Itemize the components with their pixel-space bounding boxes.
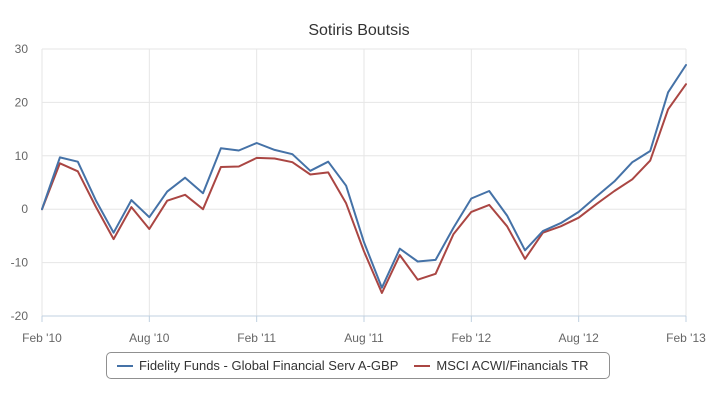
legend: Fidelity Funds - Global Financial Serv A… [106, 352, 610, 379]
y-tick-label: 10 [15, 149, 29, 163]
x-tick-label: Feb '12 [452, 331, 492, 345]
x-tick-label: Feb '11 [237, 331, 276, 345]
legend-label-series-2: MSCI ACWI/Financials TR [436, 358, 589, 373]
x-tick-label: Aug '10 [129, 331, 170, 345]
legend-item-series-1[interactable]: Fidelity Funds - Global Financial Serv A… [117, 358, 398, 373]
x-tick-label: Aug '12 [559, 331, 600, 345]
chart-title: Sotiris Boutsis [308, 22, 409, 39]
series-line-1[interactable] [41, 64, 687, 289]
gridlines [41, 48, 687, 317]
y-tick-label: 30 [15, 42, 29, 56]
axes: -20 -10 0 10 20 30 Feb '10 Aug '10 Feb '11 Aug '1… [11, 42, 706, 345]
series-lines [41, 64, 687, 294]
x-tick-label: Feb '13 [666, 331, 706, 345]
y-tick-label: -20 [11, 309, 29, 323]
y-tick-label: 20 [15, 95, 29, 109]
legend-label-series-1: Fidelity Funds - Global Financial Serv A… [139, 358, 399, 373]
x-tick-label: Feb '10 [22, 331, 62, 345]
legend-swatch-series-2 [414, 364, 431, 367]
y-tick-label: 0 [21, 202, 28, 216]
series-line-2[interactable] [41, 83, 687, 294]
x-tick-label: Aug '11 [344, 331, 384, 345]
legend-item-series-2[interactable]: MSCI ACWI/Financials TR [414, 358, 589, 373]
legend-swatch-series-1 [117, 364, 133, 367]
y-tick-label: -10 [11, 256, 29, 270]
